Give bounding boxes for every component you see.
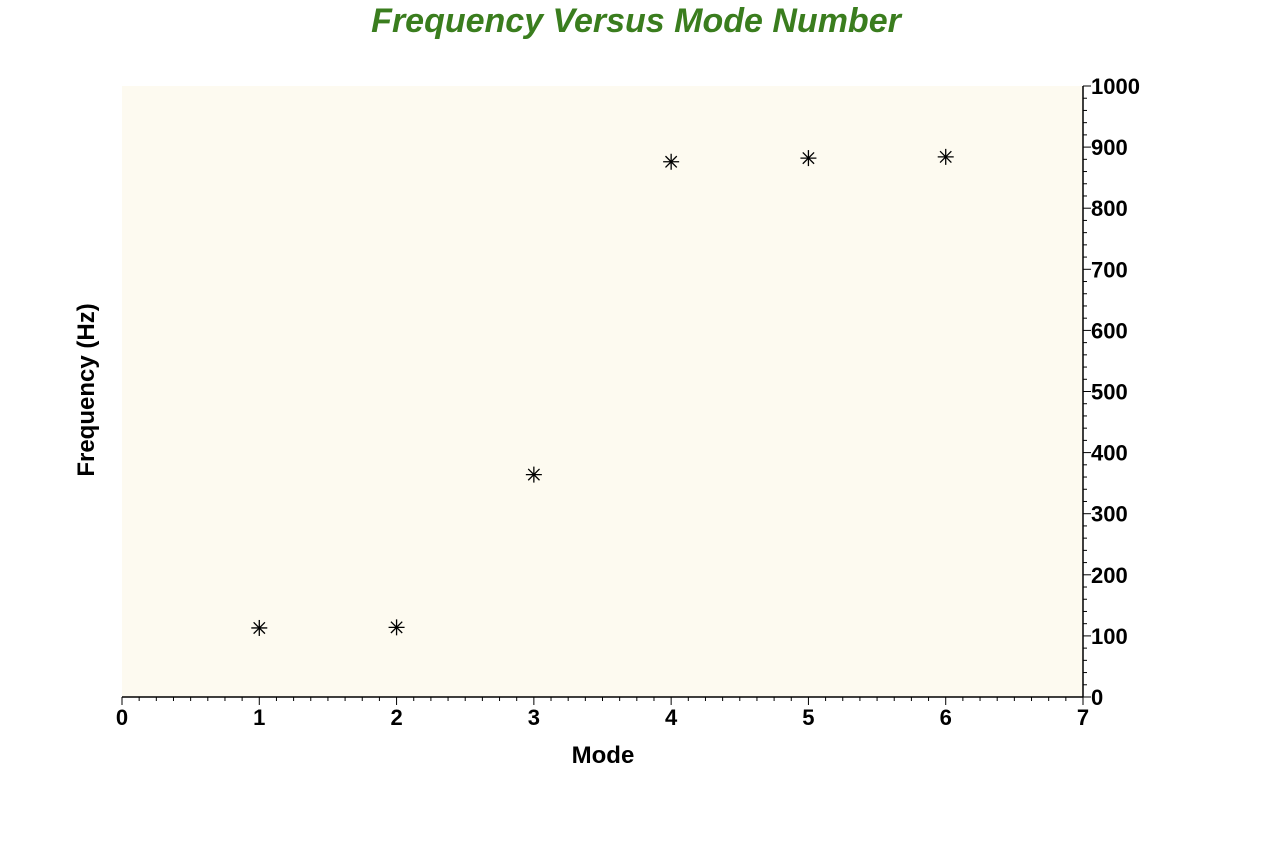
y-tick-label: 200 bbox=[1091, 563, 1128, 588]
data-point bbox=[937, 148, 954, 165]
marker-stroke bbox=[253, 621, 266, 635]
data-point bbox=[251, 619, 268, 636]
marker-stroke bbox=[527, 468, 540, 481]
marker-stroke bbox=[939, 150, 952, 163]
x-tick-label: 1 bbox=[253, 705, 265, 730]
x-axis-label: Mode bbox=[572, 742, 635, 769]
x-tick-label: 3 bbox=[528, 705, 540, 730]
y-tick-label: 900 bbox=[1091, 135, 1128, 160]
y-tick-label: 300 bbox=[1091, 502, 1128, 527]
x-tick-label: 2 bbox=[390, 705, 402, 730]
y-tick-label: 100 bbox=[1091, 624, 1128, 649]
marker-stroke bbox=[390, 621, 403, 634]
y-tick-label: 700 bbox=[1091, 257, 1128, 282]
plot-area bbox=[122, 86, 1083, 697]
y-tick-label: 400 bbox=[1091, 441, 1128, 466]
y-tick-label: 800 bbox=[1091, 196, 1128, 221]
y-tick-label: 600 bbox=[1091, 318, 1128, 343]
y-tick-label: 0 bbox=[1091, 685, 1103, 710]
marker-stroke bbox=[665, 155, 678, 168]
data-point bbox=[663, 153, 680, 170]
y-tick-label: 1000 bbox=[1091, 74, 1140, 99]
x-tick-label: 5 bbox=[802, 705, 814, 730]
data-point bbox=[388, 619, 405, 636]
y-axis-label: Frequency (Hz) bbox=[73, 303, 100, 476]
chart-title: Frequency Versus Mode Number bbox=[371, 2, 902, 40]
data-points bbox=[251, 148, 954, 636]
x-tick-label: 0 bbox=[116, 705, 128, 730]
x-tick-label: 7 bbox=[1077, 705, 1089, 730]
marker-stroke bbox=[802, 151, 815, 165]
y-tick-label: 500 bbox=[1091, 380, 1128, 405]
data-point bbox=[800, 150, 817, 167]
data-point bbox=[525, 466, 542, 483]
x-tick-label: 4 bbox=[665, 705, 678, 730]
x-tick-label: 6 bbox=[940, 705, 952, 730]
